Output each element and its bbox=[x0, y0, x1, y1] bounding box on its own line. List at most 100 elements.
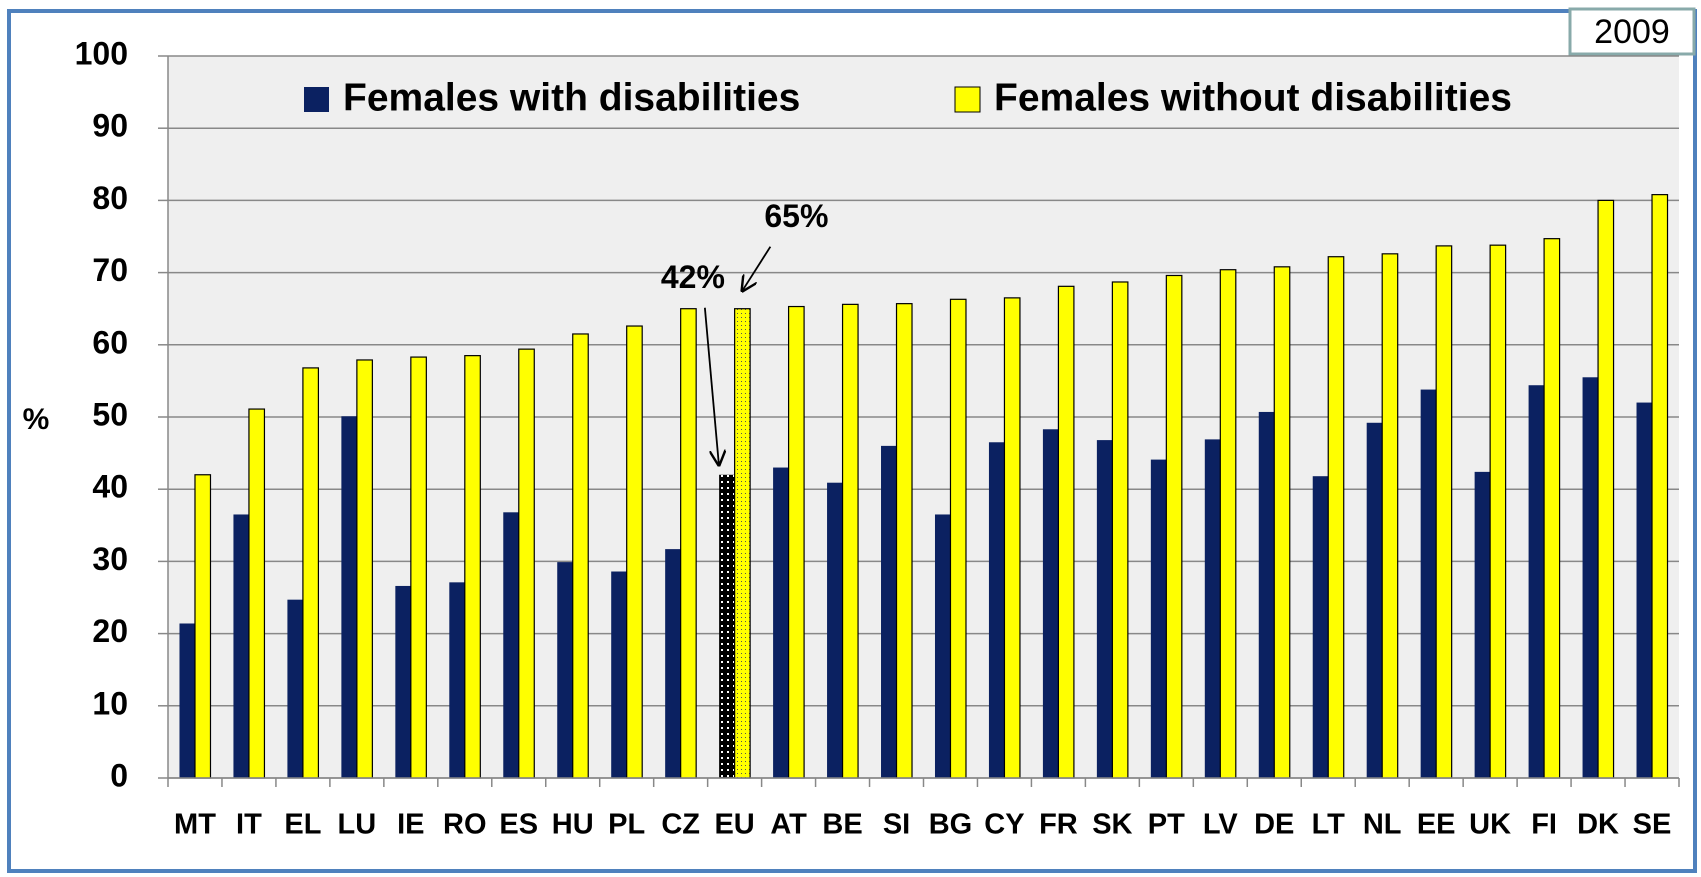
bar bbox=[773, 467, 789, 778]
bar bbox=[464, 355, 481, 779]
bar bbox=[179, 623, 195, 778]
x-tick-label: RO bbox=[443, 809, 487, 841]
bar bbox=[1489, 244, 1507, 779]
x-tick-label: AT bbox=[770, 809, 807, 841]
bar bbox=[341, 416, 357, 778]
bar bbox=[895, 303, 913, 779]
y-tick-label: 80 bbox=[92, 180, 128, 216]
annotation-arrow bbox=[742, 246, 772, 291]
bar bbox=[233, 514, 249, 778]
x-tick-label: FR bbox=[1039, 809, 1078, 841]
bar bbox=[1042, 429, 1059, 778]
bar bbox=[1420, 389, 1437, 778]
bar bbox=[395, 585, 411, 778]
x-tick-label: MT bbox=[174, 809, 216, 841]
bar bbox=[518, 348, 535, 779]
bar bbox=[1327, 256, 1345, 779]
bar bbox=[934, 514, 951, 778]
x-tick-label: DK bbox=[1577, 809, 1619, 841]
plot: 0 10 20 30 40 50 60 70 80 90 100 MT IT EL LU IE RO ES HU PL… bbox=[75, 35, 1680, 841]
bar bbox=[1582, 377, 1599, 778]
x-tick-label: PT bbox=[1148, 809, 1185, 841]
bar bbox=[626, 325, 643, 779]
bar bbox=[1543, 238, 1561, 779]
bar bbox=[1096, 440, 1113, 778]
y-tick-label: 50 bbox=[92, 396, 128, 432]
tag-box bbox=[1568, 7, 1696, 56]
bar bbox=[503, 512, 519, 778]
bar bbox=[787, 305, 805, 779]
bar bbox=[827, 482, 843, 778]
bar bbox=[1057, 285, 1075, 779]
x-tick-label: SK bbox=[1092, 809, 1132, 841]
bar bbox=[194, 474, 212, 779]
bar bbox=[557, 562, 573, 778]
bar bbox=[1636, 402, 1653, 778]
x-tick-label: EU bbox=[714, 809, 754, 841]
tag: 2009 bbox=[1594, 13, 1670, 51]
bar bbox=[1528, 385, 1545, 778]
y-tick-label: 0 bbox=[110, 757, 128, 793]
x-tick-label: CY bbox=[984, 809, 1024, 841]
x-tick-label: HU bbox=[552, 809, 594, 841]
bar bbox=[1150, 459, 1167, 778]
bar bbox=[1651, 194, 1669, 779]
bar bbox=[949, 298, 967, 779]
y-tick-label: 100 bbox=[75, 35, 128, 71]
annotation: 65% bbox=[764, 198, 828, 234]
x-tick-label: PL bbox=[608, 809, 645, 841]
y-tick-label: 90 bbox=[92, 108, 128, 144]
x-tick-label: FI bbox=[1531, 809, 1557, 841]
bar bbox=[572, 333, 589, 779]
bar bbox=[1474, 471, 1491, 778]
legend-swatch bbox=[304, 87, 329, 112]
legend-swatch bbox=[954, 86, 981, 113]
x-tick-label: EE bbox=[1417, 809, 1456, 841]
bar bbox=[734, 308, 751, 779]
bar bbox=[1111, 281, 1129, 779]
x-tick-label: CZ bbox=[661, 809, 700, 841]
bar bbox=[302, 367, 320, 779]
bar bbox=[881, 445, 897, 778]
bar bbox=[356, 359, 373, 779]
bar bbox=[611, 571, 627, 778]
x-tick-label: DE bbox=[1254, 809, 1294, 841]
x-tick-label: NL bbox=[1363, 809, 1402, 841]
bar bbox=[1312, 476, 1329, 778]
bar bbox=[1258, 411, 1275, 778]
bar bbox=[1273, 266, 1291, 779]
x-tick-label: UK bbox=[1469, 809, 1511, 841]
annotation-arrow bbox=[703, 307, 719, 465]
bar bbox=[449, 582, 465, 778]
y-tick-label: 30 bbox=[92, 541, 128, 577]
bar bbox=[410, 356, 427, 779]
bar bbox=[248, 408, 266, 779]
bar bbox=[1165, 274, 1183, 779]
x-tick-label: BE bbox=[822, 809, 862, 841]
bar bbox=[287, 599, 303, 778]
legend-label: Females without disabilities bbox=[994, 76, 1512, 119]
bar bbox=[1204, 439, 1221, 778]
bar bbox=[680, 308, 697, 779]
x-tick-label: LT bbox=[1312, 809, 1346, 841]
bar bbox=[988, 442, 1005, 778]
bar bbox=[665, 549, 681, 778]
y-tick-label: 20 bbox=[92, 613, 128, 649]
x-tick-label: ES bbox=[499, 809, 538, 841]
x-tick-label: BG bbox=[929, 809, 973, 841]
x-tick-label: SI bbox=[883, 809, 910, 841]
x-tick-label: IE bbox=[397, 809, 424, 841]
bar bbox=[841, 303, 859, 779]
bar bbox=[1381, 253, 1399, 779]
bar bbox=[1366, 422, 1383, 778]
annotation: 42% bbox=[661, 259, 725, 295]
bar bbox=[1597, 199, 1615, 779]
y-tick-label: 40 bbox=[92, 469, 128, 505]
bar bbox=[1435, 245, 1453, 779]
bar bbox=[719, 474, 735, 778]
y-tick-label: 10 bbox=[92, 685, 128, 721]
x-tick-label: IT bbox=[236, 809, 262, 841]
bar bbox=[1219, 269, 1237, 779]
legend-label: Females with disabilities bbox=[343, 76, 800, 119]
